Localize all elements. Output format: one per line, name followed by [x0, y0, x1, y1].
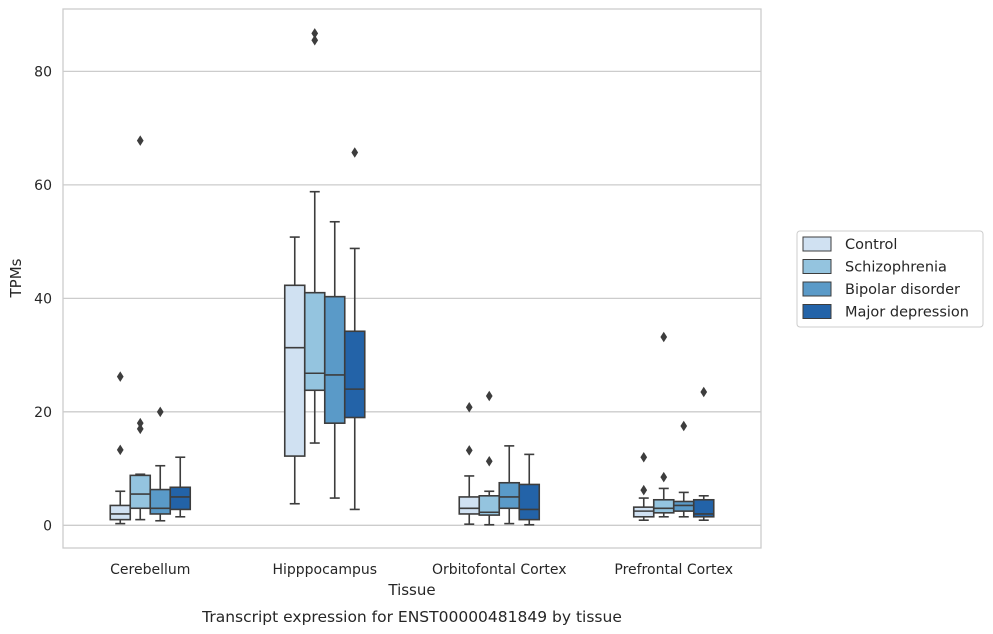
outlier-point [136, 417, 144, 429]
legend-label-3: Major depression [845, 305, 969, 321]
outlier-point [485, 390, 493, 402]
outlier-point [136, 423, 144, 435]
box-0-1 [129, 135, 152, 521]
box-body [109, 504, 132, 521]
outlier-point [485, 455, 493, 467]
outlier-point [136, 135, 144, 146]
box-1-2 [323, 220, 346, 499]
box-3-2 [672, 420, 695, 518]
box-2-0 [458, 402, 481, 525]
box-1-3 [343, 147, 366, 511]
legend-swatch-0 [802, 236, 832, 252]
y-tick-label-40: 40 [34, 291, 52, 307]
outlier-point [311, 34, 319, 46]
x-tick-label-0: Cerebellum [110, 562, 190, 578]
box-body [652, 498, 675, 514]
box-groups [109, 28, 715, 526]
box-0-3 [169, 456, 192, 518]
x-tick-label-3: Prefrontal Cortex [614, 562, 733, 578]
legend-swatch-2 [802, 281, 832, 297]
outlier-point [116, 371, 124, 382]
outlier-point [156, 406, 164, 418]
box-body [323, 295, 346, 424]
chart-caption: Transcript expression for ENST0000048184… [201, 608, 622, 626]
x-tick-label-1: Hipppocampus [272, 562, 377, 578]
box-body [169, 486, 192, 511]
y-tick-label-80: 80 [34, 64, 52, 80]
legend-swatch-3 [802, 304, 832, 319]
box-body [498, 481, 521, 510]
box-0-2 [149, 406, 172, 522]
y-tick-label-60: 60 [34, 178, 52, 194]
box-body [129, 474, 152, 510]
box-body [283, 284, 306, 457]
box-2-2 [498, 445, 521, 525]
outlier-point [660, 471, 668, 483]
box-1-0 [283, 236, 306, 505]
outlier-point [311, 28, 319, 39]
legend-frame [796, 230, 984, 328]
outlier-point [465, 445, 473, 456]
box-body [149, 488, 172, 515]
outlier-point [465, 402, 473, 413]
legend-label-2: Bipolar disorder [845, 282, 960, 298]
outlier-point [700, 386, 708, 398]
box-2-1 [478, 390, 501, 526]
outlier-point [351, 147, 359, 158]
box-0-0 [109, 371, 132, 525]
box-3-1 [652, 331, 675, 518]
legend: Control Schizophrenia Bipolar disorder Majo… [796, 230, 984, 328]
legend-label-1: Schizophrenia [845, 260, 947, 276]
legend-label-0: Control [845, 237, 897, 253]
box-3-0 [632, 451, 655, 521]
y-tick-label-20: 20 [34, 405, 52, 421]
outlier-point [116, 444, 124, 456]
box-2-3 [518, 453, 541, 526]
box-1-1 [303, 28, 326, 444]
y-tick-label-0: 0 [43, 518, 52, 534]
box-body [672, 500, 695, 512]
box-body [632, 506, 655, 518]
outlier-point [680, 420, 688, 432]
x-tick-label-2: Orbitofontal Cortex [432, 562, 567, 578]
y-gridlines [63, 70, 761, 526]
outlier-point [660, 331, 668, 343]
legend-swatch-1 [802, 259, 832, 274]
y-tick-labels: 0 20 40 60 80 [34, 64, 52, 534]
box-body [303, 291, 326, 392]
box-3-3 [692, 386, 715, 521]
box-body [692, 498, 715, 518]
x-tick-labels: Cerebellum Hipppocampus Orbitofontal Corte… [110, 562, 733, 578]
y-axis-label: TPMs [7, 258, 25, 298]
box-body [343, 330, 366, 419]
x-axis-label: Tissue [387, 581, 435, 599]
box-body [518, 483, 541, 521]
outlier-point [640, 451, 648, 463]
plot-frame [62, 8, 762, 549]
outlier-point [640, 484, 648, 496]
box-body [458, 496, 481, 515]
